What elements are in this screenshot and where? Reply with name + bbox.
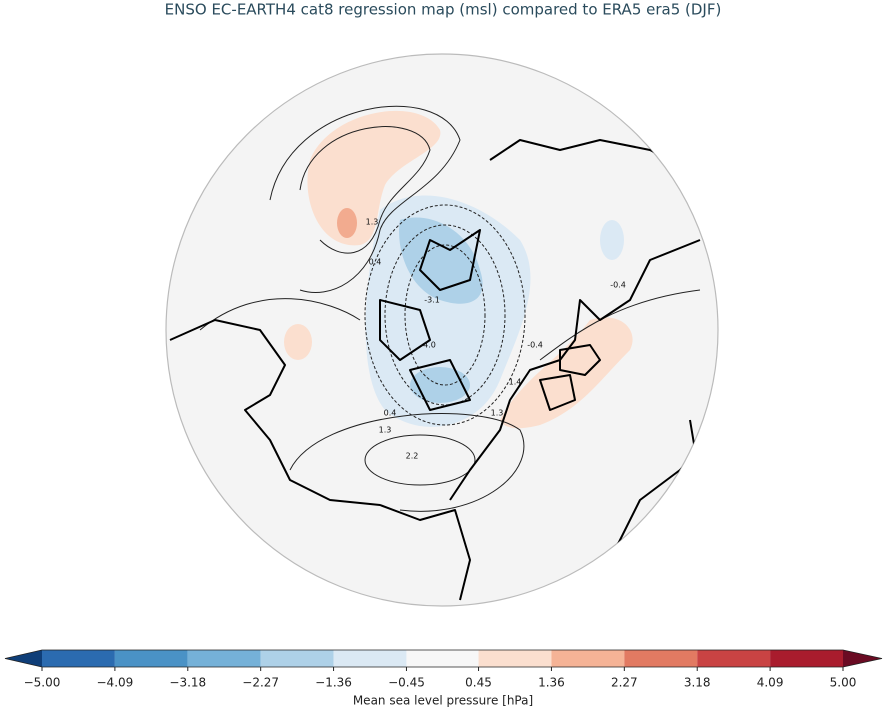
tick-label: 3.18 [684, 676, 711, 690]
colorbar-bin [260, 650, 334, 667]
contour [364, 204, 526, 426]
coastline [169, 319, 471, 601]
colorbar-bin [114, 650, 188, 667]
colorbar-extend [5, 650, 42, 667]
tick-label: −0.45 [388, 676, 425, 690]
contour-label: 2.2 [406, 452, 419, 461]
tick-label: 0.45 [465, 676, 492, 690]
tick-label: 4.09 [757, 676, 784, 690]
contour [289, 413, 525, 512]
contour-label: -0.4 [610, 281, 626, 290]
contour-label: -4.0 [420, 341, 436, 350]
tick-label: −4.09 [97, 676, 134, 690]
anomaly-area [600, 220, 624, 260]
anomaly-area [500, 317, 633, 429]
contour-label: 0.4 [369, 258, 382, 267]
map: 1.3 0.4 -3.1 -4.0 -0.4 -0.4 0.4 1.3 2.2 1.3 1.4 [165, 53, 719, 607]
colorbar-bin [42, 650, 115, 667]
contour-label: 1.4 [509, 378, 522, 387]
colorbar-bin [697, 650, 771, 667]
tick-label: 1.36 [538, 676, 565, 690]
contour-label: 1.3 [379, 426, 392, 435]
anomaly-area [284, 324, 312, 360]
contour-label: 1.3 [491, 409, 504, 418]
colorbar-bin [624, 650, 698, 667]
tick-label: 2.27 [611, 676, 638, 690]
colorbar-bin [333, 650, 407, 667]
anomaly-area [410, 367, 470, 403]
contour [364, 434, 476, 486]
colorbar: −5.00 −4.09 −3.18 −2.27 −1.36 −0.45 0.45 1.36 2.… [4, 649, 883, 708]
tick-label: −3.18 [169, 676, 206, 690]
contour-label: -3.1 [424, 296, 440, 305]
contour-label: -0.4 [527, 341, 543, 350]
contour [404, 244, 486, 386]
colorbar-label: Mean sea level pressure [hPa] [353, 694, 533, 708]
contour-label: 1.3 [366, 218, 379, 227]
contour [269, 105, 461, 293]
coastline [379, 229, 601, 411]
tick-label: −5.00 [24, 676, 61, 690]
colorbar-bin [187, 650, 261, 667]
tick-label: −1.36 [315, 676, 352, 690]
colorbar-bin [478, 650, 552, 667]
contour-label: 0.4 [384, 409, 397, 418]
colorbar-extend [843, 650, 882, 667]
contour [299, 126, 431, 254]
tick-label: 5.00 [830, 676, 857, 690]
colorbar-bin [551, 650, 625, 667]
colorbar-bin [770, 650, 843, 667]
anomaly-area [337, 208, 357, 238]
tick-label: −2.27 [242, 676, 279, 690]
title: ENSO EC-EARTH4 cat8 regression map (msl)… [165, 1, 722, 19]
colorbar-bin [406, 650, 479, 667]
contour [384, 224, 506, 406]
